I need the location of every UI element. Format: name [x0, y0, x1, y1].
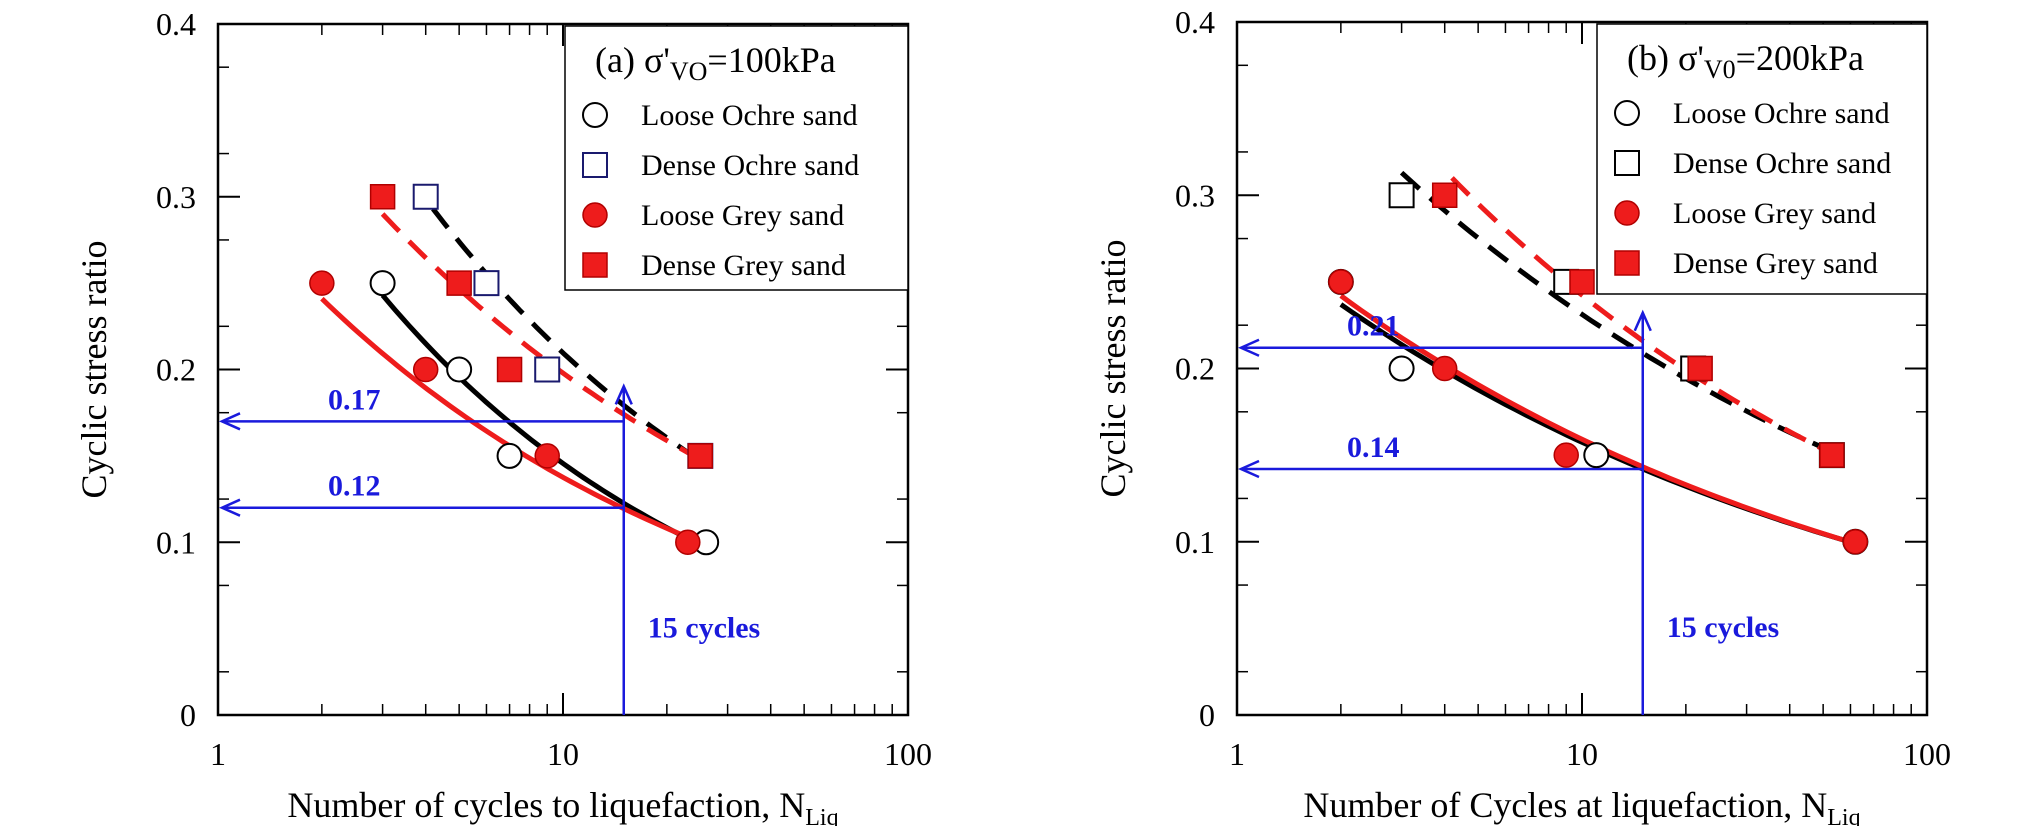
legend-label-loose-grey-sand: Loose Grey sand	[641, 199, 844, 232]
y-tick-label: 0.2	[156, 352, 196, 388]
panel-title: (a) σ'VO=100kPa	[595, 40, 836, 86]
panel-b: 0 0.1 0.2 0.3 0.4 1 10 100 Number of Cycles at l…	[1093, 4, 1951, 826]
point-loose-grey-sand	[1553, 442, 1579, 468]
level-arrow-head	[1237, 338, 1260, 357]
point-dense-grey-sand	[1687, 355, 1713, 382]
y-tick-label: 0.2	[1175, 351, 1215, 387]
x-tick-label: 10	[547, 736, 579, 772]
legend-marker-dense-grey-sand	[582, 252, 608, 278]
panel-title: (b) σ'V0=200kPa	[1627, 38, 1864, 84]
level-arrow-head	[218, 412, 241, 431]
y-axis-title: Cyclic stress ratio	[74, 241, 114, 499]
y-tick-label: 0.1	[1175, 524, 1215, 560]
x-axis-title-sub: Liq	[805, 805, 838, 826]
panel-title-sub: VO	[670, 57, 708, 86]
legend-marker-dense-ochre-sand	[582, 152, 608, 178]
point-loose-ochre-sand	[1388, 355, 1415, 382]
x-axis-title-sub: Liq	[1827, 805, 1860, 826]
legend-label-dense-grey-sand: Dense Grey sand	[1673, 247, 1878, 280]
legend-marker-loose-grey-sand	[1614, 200, 1640, 226]
point-loose-grey-sand	[534, 443, 560, 469]
y-tick-label: 0.1	[156, 524, 196, 560]
point-dense-ochre-sand	[1388, 182, 1415, 209]
x-tick-label: 1	[1229, 736, 1245, 772]
point-dense-grey-sand	[369, 184, 396, 210]
point-dense-grey-sand	[1819, 442, 1845, 468]
fit-curve-dense-ochre-sand	[431, 207, 708, 467]
y-tick-label: 0.4	[156, 6, 196, 42]
point-loose-ochre-sand	[369, 270, 396, 297]
point-dense-grey-sand	[1431, 182, 1458, 208]
legend-marker-dense-grey-sand	[1614, 250, 1640, 276]
panel-title-tail: =200kPa	[1736, 38, 1864, 78]
level-label: 0.14	[1347, 431, 1400, 464]
point-dense-ochre-sand	[412, 183, 439, 210]
y-tick-label: 0.3	[1175, 177, 1215, 213]
legend-label-loose-grey-sand: Loose Grey sand	[1673, 197, 1876, 230]
cycles-marker-arrowhead	[1633, 309, 1652, 332]
legend-label-loose-ochre-sand: Loose Ochre sand	[1673, 97, 1890, 130]
panel-a: 0 0.1 0.2 0.3 0.4 1 10 100 Number of cycles to l…	[74, 6, 932, 826]
point-loose-grey-sand	[412, 356, 439, 383]
x-axis-title: Number of Cycles at liquefaction, NLiq	[1303, 785, 1860, 826]
level-label: 0.17	[328, 383, 381, 416]
legend-label-dense-grey-sand: Dense Grey sand	[641, 249, 846, 282]
cycles-label: 15 cycles	[1667, 611, 1779, 644]
x-tick-label: 100	[1903, 736, 1951, 772]
legend-label-loose-ochre-sand: Loose Ochre sand	[641, 99, 858, 132]
point-dense-grey-sand	[687, 443, 714, 469]
point-loose-grey-sand	[309, 270, 335, 296]
legend-marker-loose-ochre-sand	[1614, 100, 1640, 126]
x-tick-label: 100	[884, 736, 932, 772]
panel-title-tail: =100kPa	[707, 40, 835, 80]
x-axis-title-main: Number of cycles to liquefaction, N	[287, 785, 805, 825]
point-dense-grey-sand	[1569, 269, 1595, 295]
cycles-label: 15 cycles	[648, 611, 760, 644]
fit-curve-dense-grey-sand	[380, 212, 702, 462]
y-tick-label: 0.3	[156, 179, 196, 215]
legend-box	[1596, 23, 1928, 295]
point-loose-grey-sand	[1328, 269, 1354, 295]
x-tick-label: 1	[210, 736, 226, 772]
y-axis-title: Cyclic stress ratio	[1093, 240, 1133, 498]
level-arrow-head	[1237, 459, 1260, 479]
fit-curve-loose-ochre-sand	[1339, 302, 1857, 546]
x-tick-label: 10	[1566, 736, 1598, 772]
legend-marker-loose-grey-sand	[582, 202, 608, 228]
cycles-marker-arrowhead	[614, 383, 633, 405]
legend-box	[564, 25, 909, 291]
legend-marker-loose-ochre-sand	[582, 102, 608, 128]
point-loose-grey-sand	[1842, 529, 1869, 555]
level-label: 0.12	[328, 470, 381, 503]
panel-title-sub: V0	[1704, 55, 1736, 84]
point-dense-grey-sand	[496, 356, 523, 383]
y-tick-label: 0	[180, 697, 196, 733]
x-axis-title: Number of cycles to liquefaction, NLiq	[287, 785, 838, 826]
point-loose-ochre-sand	[496, 442, 523, 469]
point-loose-grey-sand	[675, 529, 701, 555]
level-label: 0.21	[1347, 310, 1400, 343]
point-loose-ochre-sand	[1583, 442, 1610, 469]
legend-label-dense-ochre-sand: Dense Ochre sand	[641, 149, 859, 182]
point-loose-grey-sand	[1431, 355, 1458, 382]
point-loose-ochre-sand	[446, 356, 473, 383]
fit-curve-loose-grey-sand	[1339, 293, 1857, 546]
legend-label-dense-ochre-sand: Dense Ochre sand	[1673, 147, 1891, 180]
level-arrow-head	[218, 498, 241, 517]
x-axis-title-main: Number of Cycles at liquefaction, N	[1303, 785, 1827, 825]
point-dense-ochre-sand	[473, 270, 500, 297]
point-dense-grey-sand	[446, 270, 472, 296]
legend-marker-dense-ochre-sand	[1614, 150, 1640, 176]
y-tick-label: 0	[1199, 697, 1215, 733]
y-tick-label: 0.4	[1175, 4, 1215, 40]
panel-title-main: (a) σ'	[595, 40, 670, 80]
panel-title-main: (b) σ'	[1627, 38, 1704, 78]
point-dense-ochre-sand	[534, 356, 561, 383]
